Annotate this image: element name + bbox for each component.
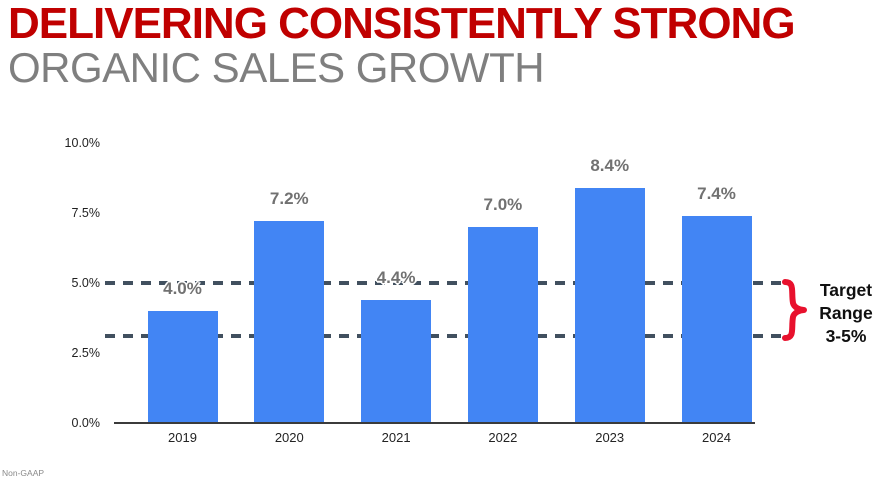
- dashed-reference-line: [105, 281, 782, 285]
- bar-2021: [361, 299, 432, 423]
- y-tick-label: 7.5%: [71, 206, 101, 220]
- bar-value-label: 8.4%: [590, 155, 630, 175]
- dashed-reference-line: [105, 334, 782, 339]
- x-axis-baseline: [114, 422, 755, 424]
- page-title: DELIVERING CONSISTENTLY STRONG: [8, 0, 796, 48]
- y-tick-label: 2.5%: [71, 346, 101, 360]
- y-tick-label: 5.0%: [71, 276, 101, 290]
- x-tick-label: 2019: [168, 430, 197, 445]
- y-tick-label: 0.0%: [71, 416, 101, 430]
- x-tick-label: 2020: [274, 430, 304, 445]
- target-range-line2: Range: [819, 303, 873, 323]
- title-block: DELIVERING CONSISTENTLY STRONG ORGANIC S…: [8, 0, 796, 91]
- bar-2020: [254, 221, 325, 423]
- bar-value-label: 7.2%: [269, 189, 309, 209]
- bar-value-label: 7.4%: [697, 183, 736, 203]
- target-range-brace-icon: [781, 278, 809, 342]
- target-range-line3: 3-5%: [825, 326, 867, 346]
- y-tick-label: 10.0%: [64, 136, 100, 150]
- target-range-label: Target Range 3-5%: [808, 279, 884, 348]
- footnote: Non-GAAP: [2, 468, 45, 478]
- bar-2024: [681, 215, 752, 423]
- bar-value-label: 4.4%: [376, 267, 416, 287]
- bar-2019: [147, 311, 218, 423]
- bar-value-label: 7.0%: [483, 195, 523, 214]
- x-tick-label: 2021: [381, 430, 411, 445]
- target-range-line1: Target: [819, 280, 873, 300]
- bar-2023: [574, 187, 645, 423]
- x-tick-label: 2023: [595, 430, 625, 445]
- page-subtitle: ORGANIC SALES GROWTH: [8, 44, 545, 91]
- bar-2022: [467, 227, 538, 423]
- x-tick-label: 2024: [702, 430, 731, 445]
- x-tick-label: 2022: [488, 430, 518, 445]
- bar-value-label: 4.0%: [163, 279, 202, 298]
